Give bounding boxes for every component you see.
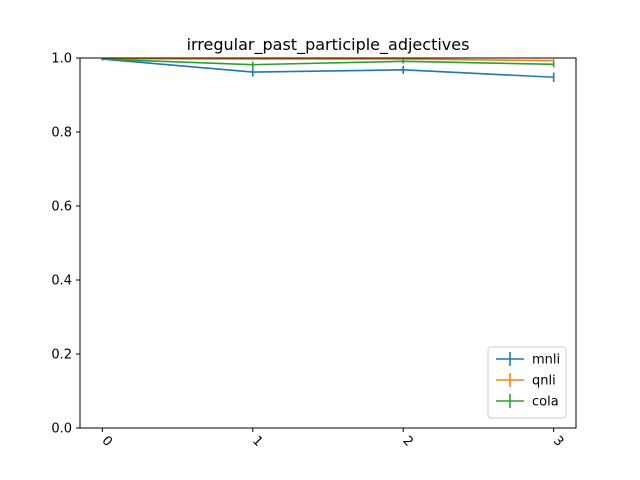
- legend: mnli qnli cola: [487, 346, 567, 419]
- x-axis: 0 1 2 3: [99, 428, 566, 450]
- y-tick-label: 1.0: [51, 52, 72, 67]
- x-tick-label: 2: [399, 433, 415, 449]
- axes-frame: [79, 57, 577, 429]
- legend-label-cola: cola: [532, 395, 559, 410]
- plot-area: [101, 57, 555, 83]
- x-tick-label: 0: [99, 433, 115, 449]
- series-line: [102, 58, 554, 66]
- y-tick-label: 0.8: [51, 126, 72, 141]
- y-tick-label: 0.0: [51, 422, 72, 437]
- legend-label-qnli: qnli: [532, 374, 556, 389]
- x-tick-label: 1: [249, 433, 265, 449]
- series-line: [102, 58, 554, 79]
- legend-label-mnli: mnli: [532, 353, 560, 368]
- y-axis: 0.0 0.2 0.4 0.6 0.8 1.0: [51, 52, 80, 437]
- chart-title: irregular_past_participle_adjectives: [187, 35, 470, 55]
- y-tick-label: 0.6: [51, 200, 72, 215]
- y-tick-label: 0.2: [51, 348, 72, 363]
- series-line: [102, 57, 554, 62]
- x-tick-label: 3: [550, 433, 566, 449]
- y-tick-label: 0.4: [51, 274, 72, 289]
